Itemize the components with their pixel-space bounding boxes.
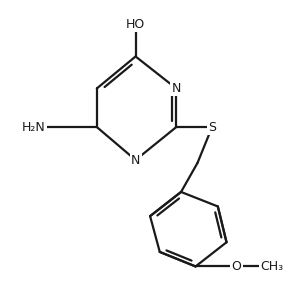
Text: N: N <box>172 82 181 95</box>
Text: CH₃: CH₃ <box>260 260 284 273</box>
Text: H₂N: H₂N <box>22 120 46 134</box>
Text: HO: HO <box>126 18 145 31</box>
Text: S: S <box>208 120 216 134</box>
Text: O: O <box>231 260 241 273</box>
Text: N: N <box>131 154 140 166</box>
